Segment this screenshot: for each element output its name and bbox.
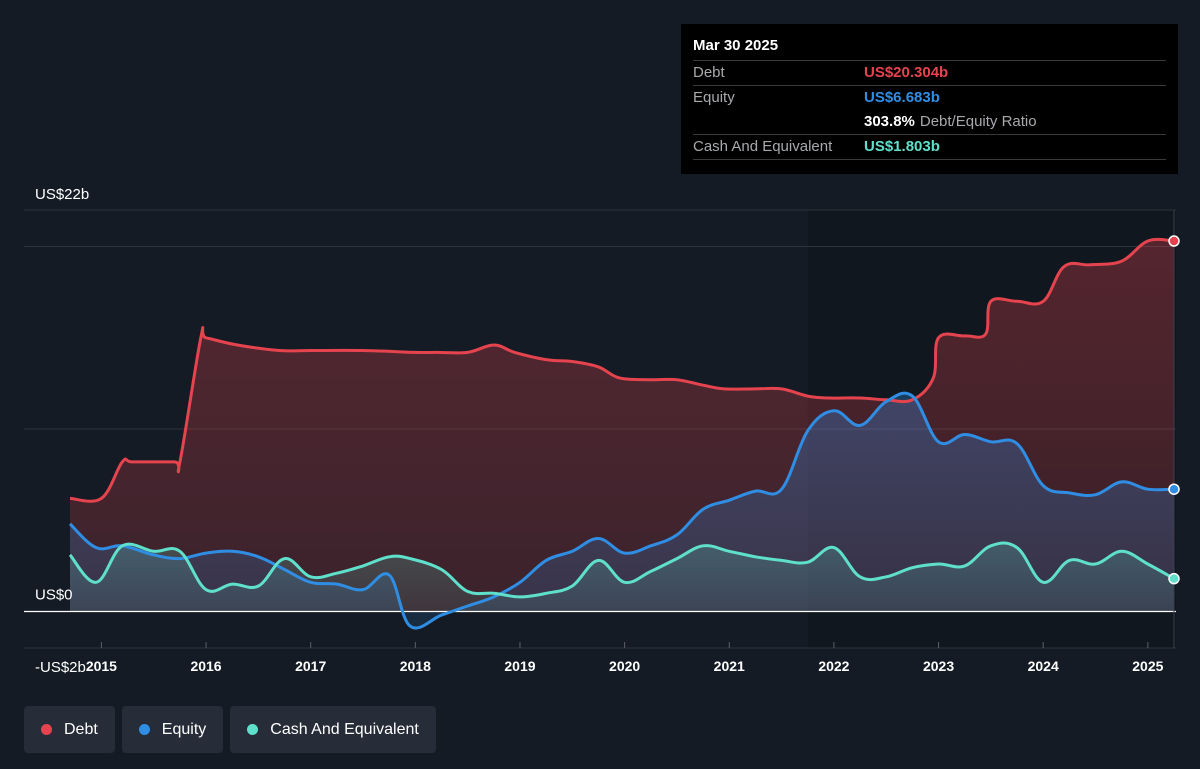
legend-label-cash: Cash And Equivalent [270,720,419,738]
tooltip-cash-label: Cash And Equivalent [693,138,833,155]
legend-item-equity[interactable]: Equity [121,706,224,753]
debt-line [69,237,1175,503]
tooltip-equity-value: US$6.683b [864,89,940,106]
x-tick-label: 2019 [504,658,535,674]
debt-dot-icon [41,724,52,735]
y-tick-label: US$22b [35,186,89,203]
legend-item-cash[interactable]: Cash And Equivalent [230,706,436,753]
cash-line [68,541,1175,599]
y-tick-label: -US$2b [35,659,86,676]
tooltip-date: Mar 30 2025 [693,37,779,54]
tooltip-row-equity: Equity US$6.683b [693,85,1166,110]
x-tick-label: 2015 [86,658,117,674]
x-tick-label: 2023 [923,658,954,674]
x-tick-label: 2017 [295,658,326,674]
equity-dot-icon [138,724,150,735]
tooltip-row-debt: Debt US$20.304b [693,60,1166,85]
tooltip-ratio-label: Debt/Equity Ratio [919,113,1037,130]
legend-item-debt[interactable]: Debt [24,706,115,753]
x-tick-label: 2022 [818,658,849,674]
x-tick-label: 2024 [1028,658,1059,674]
equity-line [68,391,1175,630]
tooltip-debt-value: US$20.304b [864,64,949,81]
tooltip-row-cash: Cash And Equivalent US$1.803b [693,134,1166,160]
tooltip-ratio-value: 303.8% [864,113,915,130]
cash-dot-icon [247,724,259,735]
cash-end-marker [1168,572,1180,585]
cash-area [70,543,1174,612]
chart-legend: Debt Equity Cash And Equivalent [24,706,436,753]
x-tick-label: 2018 [400,658,431,674]
x-tick-label: 2016 [190,658,221,674]
equity-area [70,393,1174,629]
tooltip-cash-value: US$1.803b [864,138,940,155]
debt-end-marker [1168,235,1180,247]
tooltip-panel: Mar 30 2025 Debt US$20.304b Equity US$6.… [681,24,1178,174]
y-tick-label: US$0 [35,587,73,604]
legend-label-debt: Debt [64,720,98,738]
x-tick-label: 2025 [1132,658,1163,674]
legend-label-equity: Equity [161,720,207,738]
x-tick-label: 2021 [714,658,745,674]
tooltip-equity-label: Equity [693,89,735,106]
equity-end-marker [1168,483,1180,495]
tooltip-row-ratio: 303.8% Debt/Equity Ratio [693,110,1166,134]
tooltip-debt-label: Debt [693,64,725,81]
x-tick-label: 2020 [609,658,640,674]
